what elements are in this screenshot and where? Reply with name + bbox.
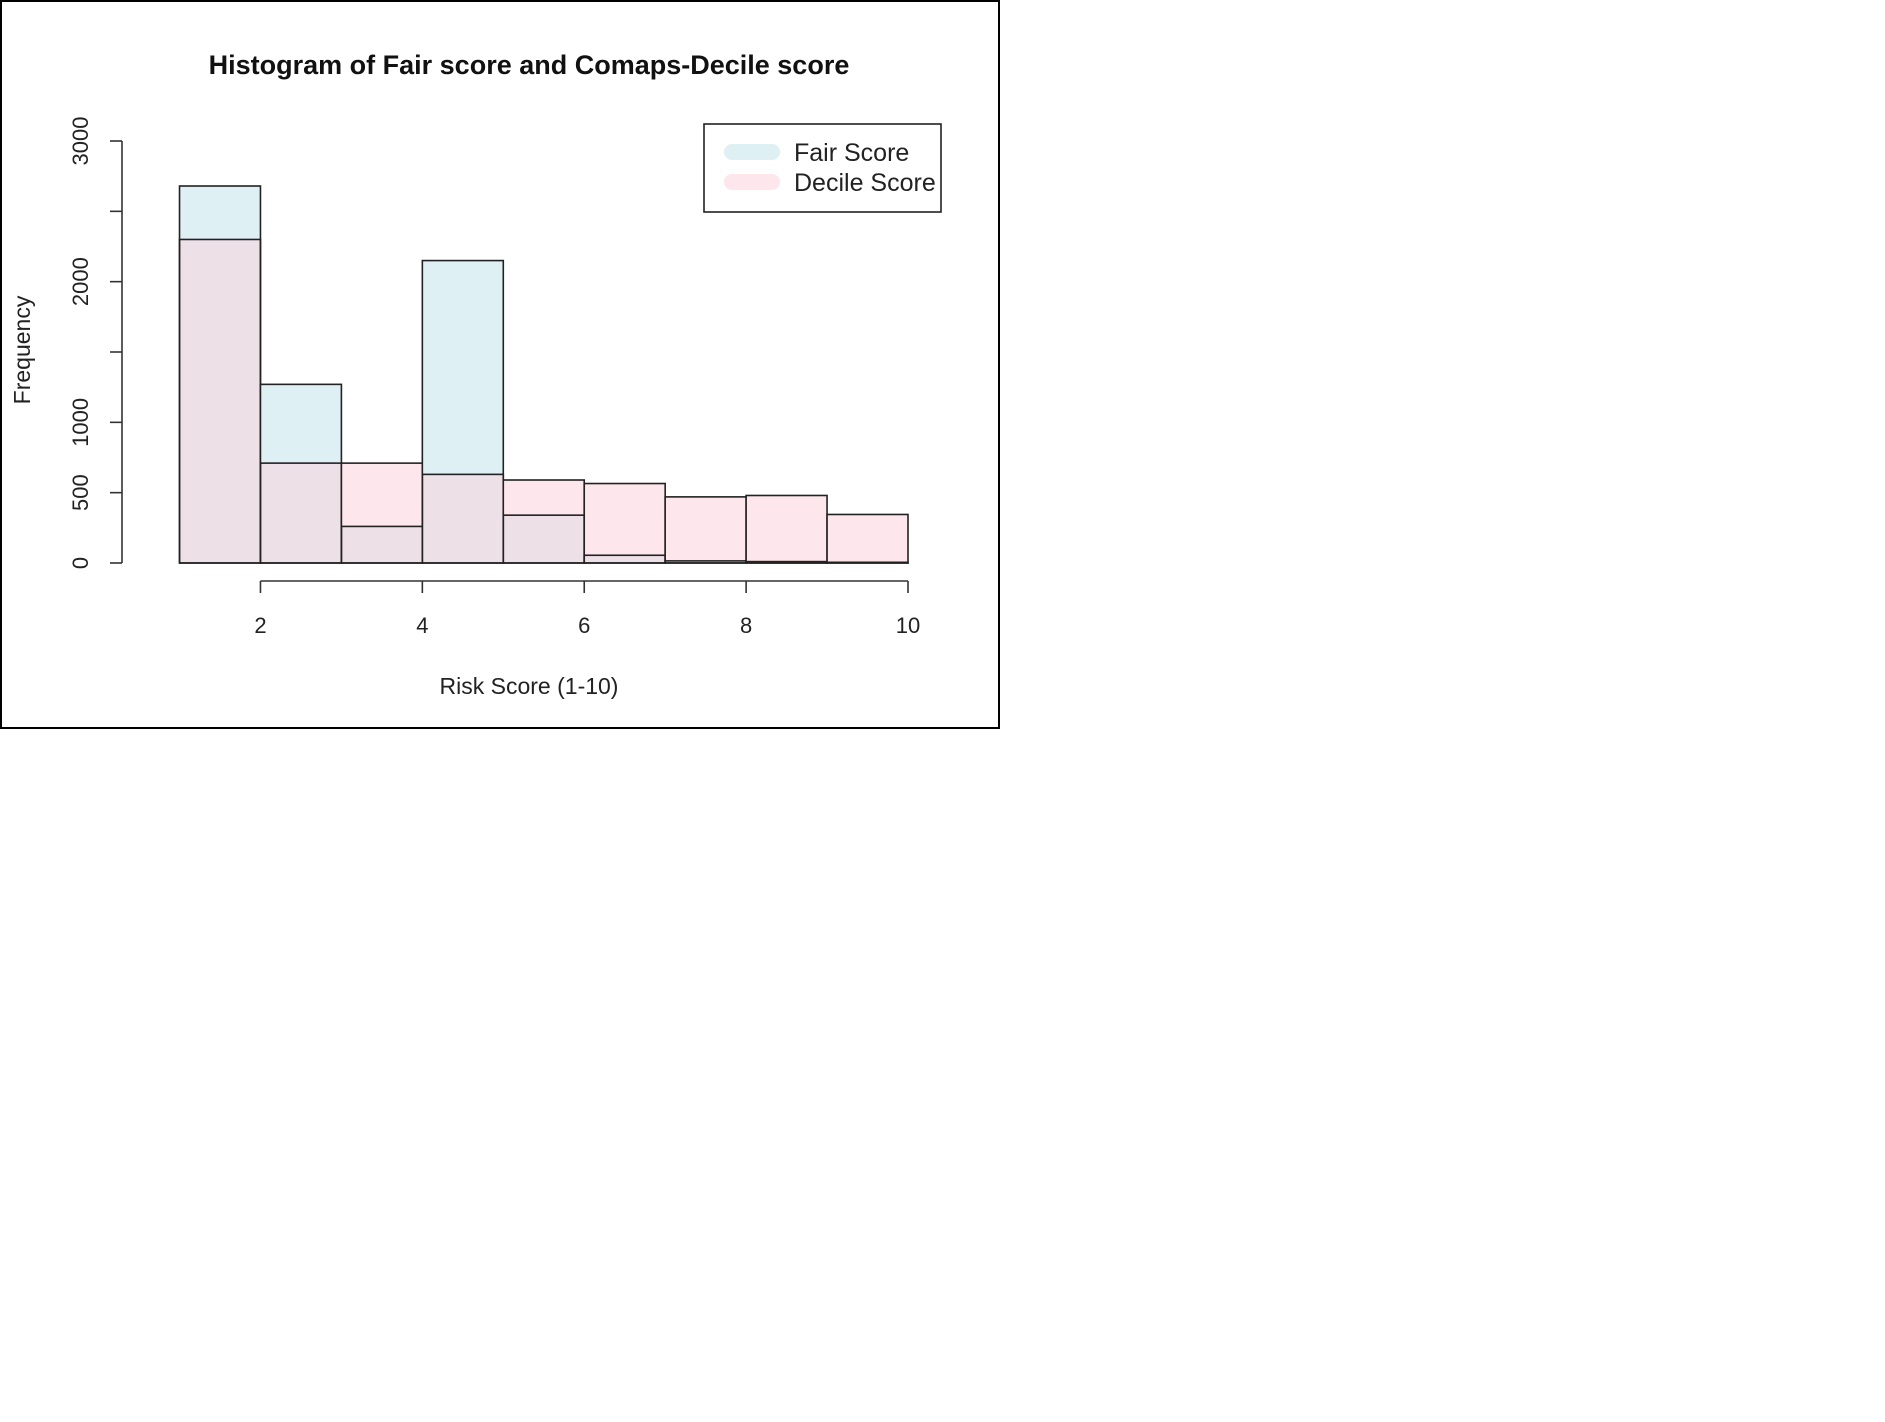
bar-top-4 (422, 260, 504, 475)
x-axis: 2 4 6 8 10 (254, 580, 920, 638)
x-tick-label-6: 6 (578, 613, 590, 638)
legend-label-1: Fair Score (794, 139, 909, 167)
y-tick-label-1000: 1000 (68, 398, 93, 447)
y-tick-label-500: 500 (68, 474, 93, 511)
bar-overlap-4 (422, 474, 504, 563)
bar-top-5 (503, 480, 585, 516)
bar-top-1 (179, 186, 261, 240)
x-tick-label-10: 10 (896, 613, 920, 638)
bar-top-9 (827, 514, 908, 563)
legend-swatch-2 (724, 174, 780, 190)
chart-title: Histogram of Fair score and Comaps-Decil… (209, 50, 850, 80)
bar-overlap-7 (665, 560, 747, 563)
bar-overlap-3 (341, 526, 423, 563)
x-tick-label-4: 4 (416, 613, 428, 638)
legend-box (703, 123, 942, 213)
x-tick-label-2: 2 (254, 613, 266, 638)
y-tick-label-3000: 3000 (68, 117, 93, 166)
bar-top-6 (584, 483, 666, 556)
y-tick-label-2000: 2000 (68, 257, 93, 306)
y-tick-label-0: 0 (68, 557, 93, 569)
bar-top-8 (746, 495, 828, 562)
bar-top-2 (260, 384, 342, 464)
bar-overlap-1 (179, 239, 261, 563)
y-axis-label: Frequency (9, 295, 35, 404)
bars-layer (178, 185, 909, 564)
histogram-chart: Histogram of Fair score and Comaps-Decil… (9, 50, 942, 699)
x-tick-label-8: 8 (740, 613, 752, 638)
legend-swatch-1 (724, 144, 780, 160)
bar-overlap-5 (503, 515, 585, 563)
decile-score-bar-9 (826, 513, 909, 564)
bar-top-3 (341, 463, 423, 527)
bar-overlap-2 (260, 463, 342, 563)
legend-label-2: Decile Score (794, 169, 936, 197)
x-axis-label: Risk Score (1-10) (440, 673, 619, 699)
bar-top-7 (665, 496, 747, 561)
y-axis: 0 500 1000 2000 3000 (68, 117, 123, 569)
histogram-figure: Histogram of Fair score and Comaps-Decil… (0, 0, 1000, 729)
bar-overlap-6 (584, 555, 666, 563)
